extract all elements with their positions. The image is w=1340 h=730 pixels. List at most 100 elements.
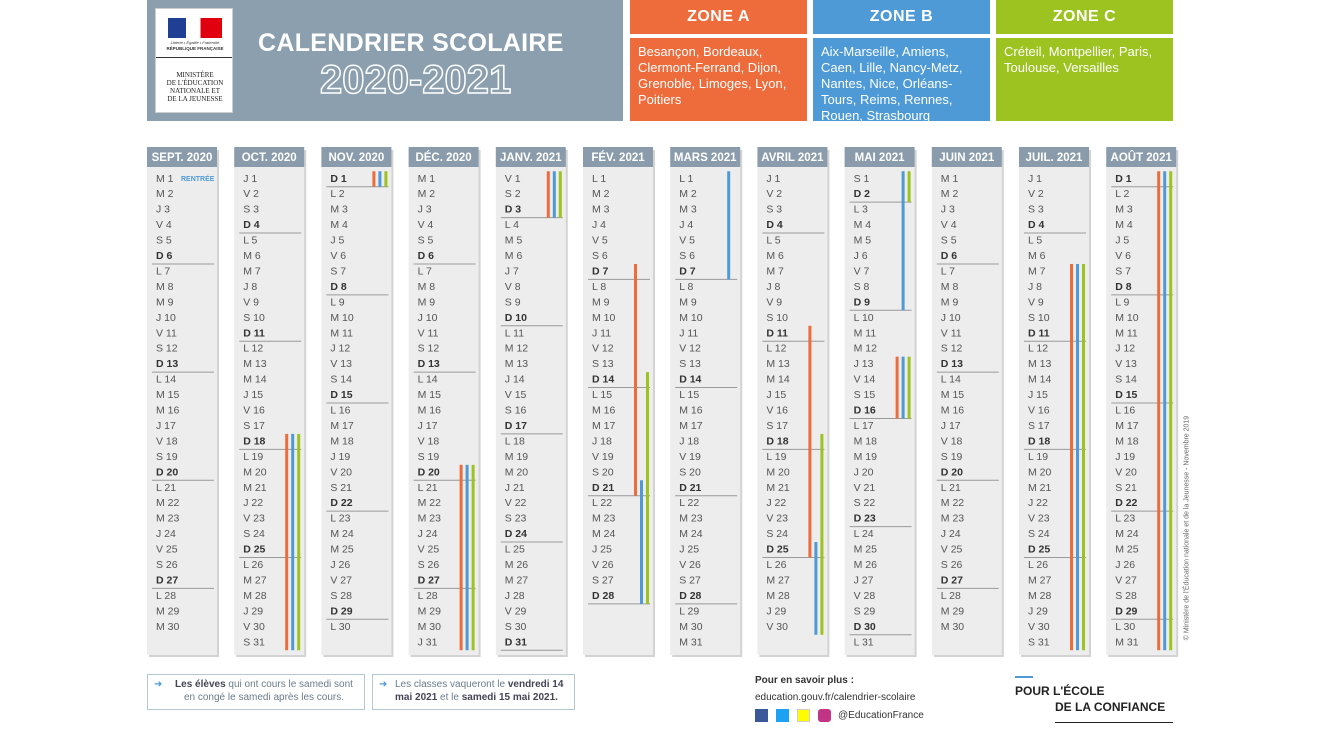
day: S 15 — [854, 389, 876, 401]
day: M 3 — [330, 204, 348, 216]
day: L 8 — [679, 281, 693, 293]
day: S 24 — [766, 528, 788, 540]
facebook-icon[interactable] — [755, 709, 768, 722]
month-label: JANV. 2021 — [500, 152, 562, 164]
day: M 19 — [854, 451, 878, 463]
day: V 11 — [156, 327, 177, 339]
day: J 8 — [766, 281, 780, 293]
day: D 1 — [330, 173, 347, 185]
day: V 13 — [330, 358, 352, 370]
zone-cities: Créteil, Montpellier, Paris, Toulouse, V… — [996, 38, 1173, 121]
day: V 25 — [418, 544, 440, 556]
vacation-bar — [727, 171, 731, 280]
day: V 11 — [941, 327, 962, 339]
day: S 26 — [156, 559, 178, 571]
month-label: FÉV. 2021 — [591, 151, 645, 164]
day: D 18 — [1028, 435, 1050, 447]
day: S 13 — [592, 358, 614, 370]
day: S 28 — [330, 590, 352, 602]
day: J 24 — [418, 528, 438, 540]
day: S 9 — [505, 296, 521, 308]
day: M 5 — [505, 235, 523, 247]
flag — [168, 18, 222, 38]
day: D 8 — [1115, 281, 1132, 293]
day: S 12 — [156, 343, 178, 355]
note-text: Les élèves qui ont cours le samedi sont … — [175, 679, 353, 703]
day: D 29 — [330, 605, 352, 617]
day: L 7 — [156, 265, 170, 277]
day: S 28 — [1115, 590, 1137, 602]
day: S 10 — [243, 312, 265, 324]
day: D 15 — [330, 389, 352, 401]
vacation-bar — [1163, 171, 1167, 651]
day: J 17 — [156, 420, 176, 432]
snapchat-icon[interactable] — [797, 709, 810, 722]
vacation-bar — [384, 171, 388, 187]
day: V 4 — [156, 219, 172, 231]
instagram-icon[interactable] — [818, 709, 831, 722]
day: J 15 — [1028, 389, 1048, 401]
day: D 21 — [679, 482, 701, 494]
day: V 9 — [1028, 296, 1044, 308]
day: V 4 — [418, 219, 434, 231]
day: M 29 — [156, 605, 180, 617]
day: M 26 — [854, 559, 878, 571]
column — [147, 167, 217, 655]
day: J 15 — [243, 389, 263, 401]
day: D 23 — [854, 513, 876, 525]
day: M 22 — [941, 497, 965, 509]
day: D 28 — [679, 590, 701, 602]
day: J 18 — [592, 435, 612, 447]
day: J 22 — [243, 497, 263, 509]
day: L 23 — [1115, 513, 1135, 525]
day: D 20 — [418, 466, 440, 478]
day: M 30 — [156, 621, 180, 633]
day: V 19 — [679, 451, 701, 463]
day: M 18 — [854, 435, 878, 447]
day: D 4 — [1028, 219, 1045, 231]
day: L 19 — [243, 451, 263, 463]
day: M 23 — [679, 513, 703, 525]
twitter-icon[interactable] — [776, 709, 789, 722]
day: D 21 — [592, 482, 614, 494]
day: M 7 — [766, 265, 784, 277]
day: J 10 — [418, 312, 438, 324]
day: M 9 — [941, 296, 959, 308]
vacation-bar — [1082, 263, 1085, 651]
day: M 3 — [679, 204, 697, 216]
day: M 31 — [679, 636, 703, 648]
vacation-bar — [907, 171, 911, 203]
day: L 15 — [679, 389, 699, 401]
day: S 17 — [1028, 420, 1050, 432]
day: S 19 — [418, 451, 440, 463]
day: V 18 — [941, 435, 963, 447]
day: J 31 — [418, 636, 438, 648]
day: V 14 — [854, 374, 876, 386]
day: M 1 — [418, 173, 436, 185]
day: L 30 — [330, 621, 350, 633]
day: M 18 — [330, 435, 354, 447]
day: M 17 — [330, 420, 354, 432]
vacation-bar — [634, 263, 637, 496]
day: J 12 — [1115, 343, 1135, 355]
day: M 8 — [941, 281, 959, 293]
note-part: et le — [437, 692, 462, 703]
day: J 12 — [330, 343, 350, 355]
title: CALENDRIER SCOLAIRE — [258, 29, 564, 57]
day: D 13 — [418, 358, 440, 370]
day: L 26 — [1028, 559, 1048, 571]
day: J 15 — [766, 389, 786, 401]
day: D 27 — [156, 574, 178, 586]
day: D 6 — [941, 250, 958, 262]
day: D 6 — [418, 250, 435, 262]
day: J 11 — [592, 327, 611, 339]
day: J 26 — [1115, 559, 1135, 571]
day: D 18 — [243, 435, 265, 447]
day: V 29 — [505, 605, 527, 617]
day: M 31 — [1115, 636, 1139, 648]
day: J 1 — [766, 173, 780, 185]
day: D 25 — [766, 544, 788, 556]
day: L 1 — [679, 173, 693, 185]
day: M 10 — [592, 312, 616, 324]
day: M 6 — [243, 250, 261, 262]
